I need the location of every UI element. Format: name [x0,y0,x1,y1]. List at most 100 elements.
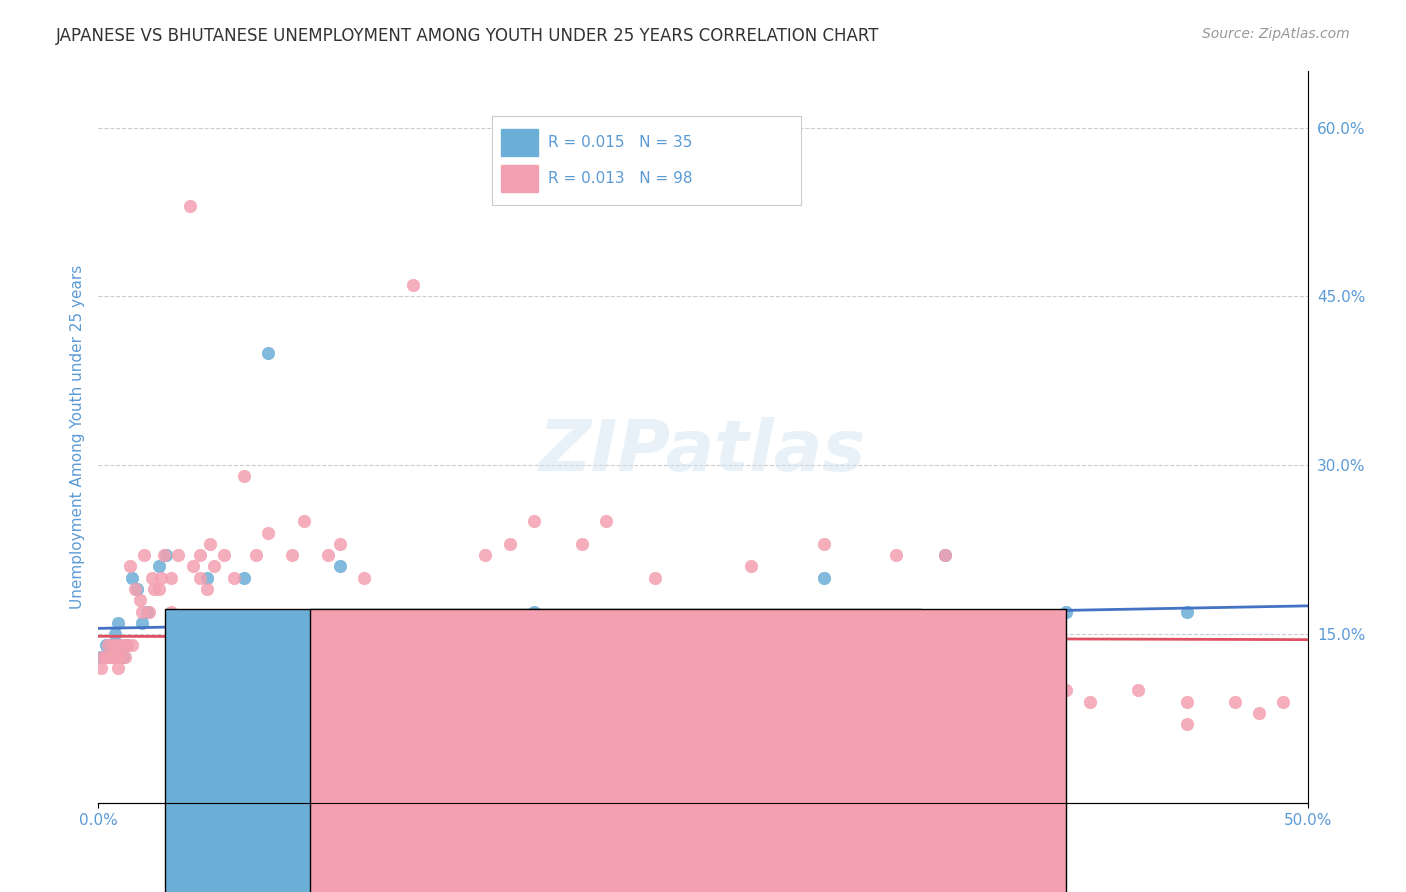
Point [523,515,546,529]
Point [212,548,235,562]
Point [813,537,835,551]
Point [281,694,304,708]
Point [101,638,124,652]
Point [1175,605,1198,619]
Point [789,717,811,731]
Point [195,571,218,585]
Point [837,717,859,731]
Point [1078,694,1101,708]
Point [450,694,472,708]
Point [402,278,425,293]
Point [329,559,352,574]
Point [571,537,593,551]
Point [208,615,231,630]
Point [981,683,1004,698]
Text: Japanese: Japanese [547,831,617,847]
Point [1175,717,1198,731]
Point [90,649,112,664]
Point [813,571,835,585]
Point [245,548,267,562]
Point [167,548,190,562]
Point [131,605,153,619]
Point [305,672,328,686]
Point [172,728,194,742]
Point [128,593,150,607]
Point [329,537,352,551]
Point [353,571,375,585]
Point [1223,694,1246,708]
Point [1054,683,1077,698]
Point [107,638,129,652]
Point [245,661,267,675]
Point [148,559,170,574]
Point [934,548,956,562]
Point [121,638,143,652]
Point [131,615,153,630]
Point [740,559,762,574]
Point [232,469,254,483]
Point [269,694,291,708]
Point [118,559,141,574]
Point [619,683,641,698]
Point [269,683,291,698]
Point [108,649,131,664]
Point [329,706,352,720]
Point [100,638,122,652]
Point [117,638,139,652]
Point [281,683,304,698]
Point [198,537,221,551]
Point [1249,706,1271,720]
Point [292,683,315,698]
Point [155,548,177,562]
Point [111,649,134,664]
Point [595,515,617,529]
Point [523,605,546,619]
Point [498,537,520,551]
Point [135,605,157,619]
Point [547,706,569,720]
Point [934,683,956,698]
Point [692,694,714,708]
Point [141,571,163,585]
Text: R = 0.013   N = 98: R = 0.013 N = 98 [548,171,692,186]
Point [150,571,173,585]
Point [100,649,122,664]
Point [101,638,124,652]
Point [232,683,254,698]
Point [188,571,211,585]
Point [188,548,211,562]
Point [668,683,690,698]
Point [94,638,117,652]
Point [644,571,666,585]
Point [316,661,339,675]
Point [450,683,472,698]
Point [595,683,617,698]
Y-axis label: Unemployment Among Youth under 25 years: Unemployment Among Youth under 25 years [69,265,84,609]
Text: ZIPatlas: ZIPatlas [540,417,866,486]
Point [111,638,134,652]
Point [377,683,399,698]
Point [934,548,956,562]
Point [292,515,315,529]
Point [221,661,243,675]
Point [1175,694,1198,708]
Point [1031,694,1053,708]
Point [353,672,375,686]
Point [1128,683,1150,698]
Point [1054,605,1077,619]
Point [402,717,425,731]
FancyBboxPatch shape [311,609,1066,892]
Point [886,548,908,562]
Point [692,694,714,708]
Point [281,548,304,562]
Point [127,582,149,596]
Point [523,615,546,630]
Point [107,661,129,675]
Point [232,571,254,585]
Text: Source: ZipAtlas.com: Source: ZipAtlas.com [1202,27,1350,41]
Point [97,638,120,652]
Point [104,627,127,641]
Point [1272,694,1295,708]
Point [97,649,120,664]
Point [256,525,278,540]
